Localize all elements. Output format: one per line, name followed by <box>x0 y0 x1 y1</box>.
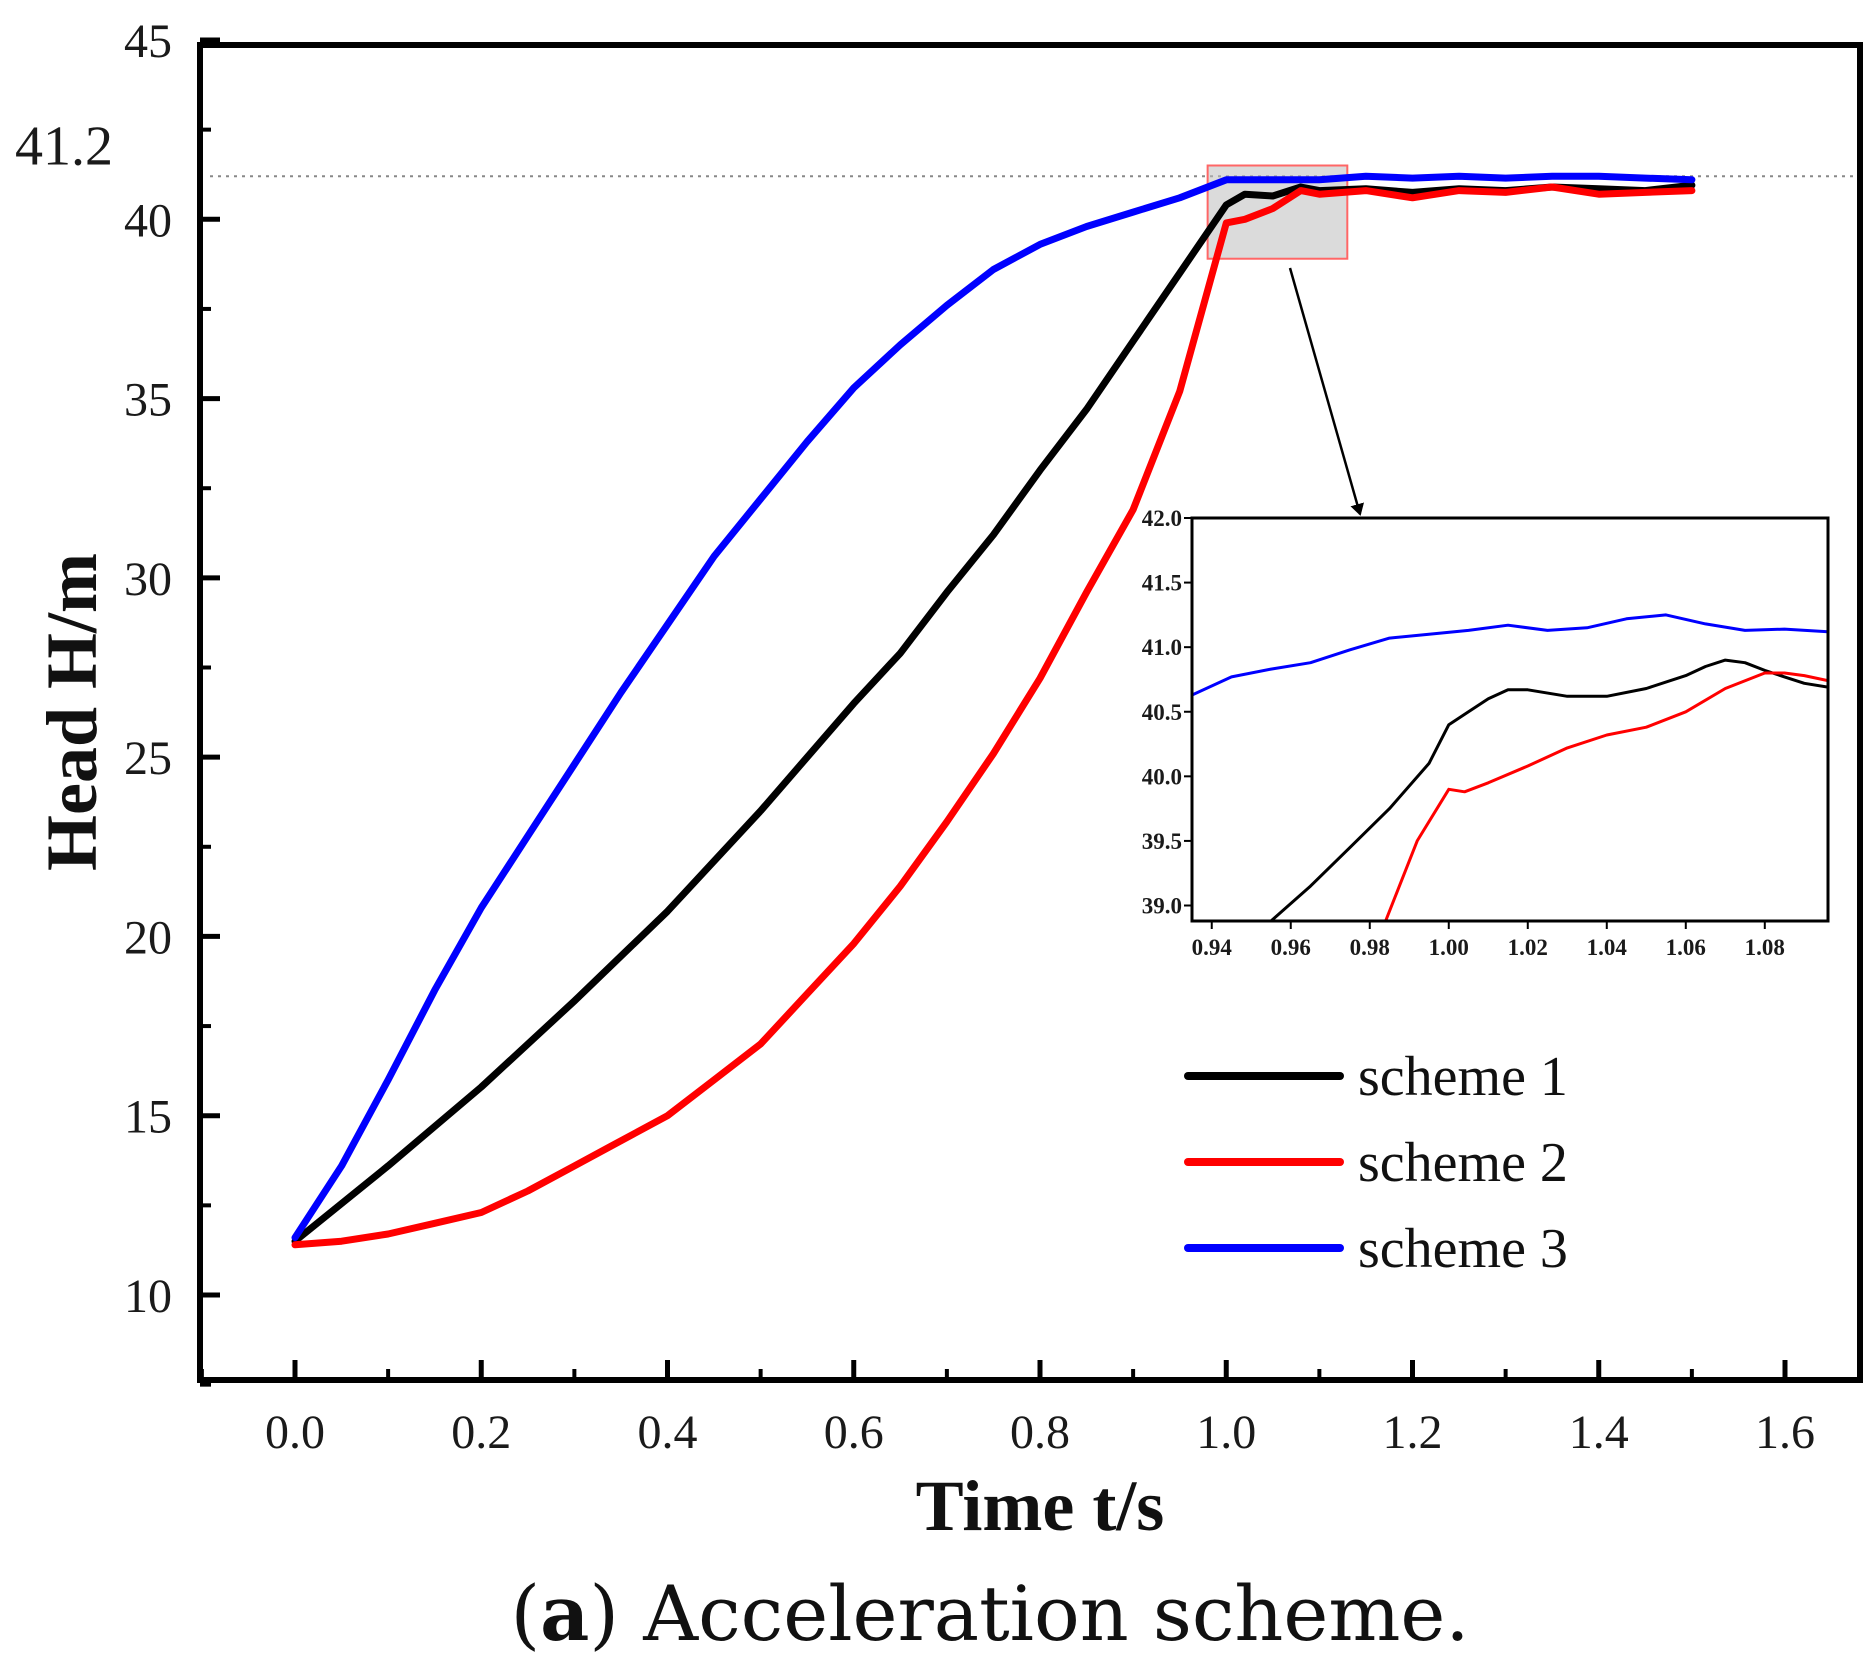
reference-line-label: 41.2 <box>15 115 113 177</box>
y-tick-label: 10 <box>124 1270 172 1323</box>
x-tick-label: 1.4 <box>1569 1406 1629 1459</box>
y-tick-label: 35 <box>124 374 172 427</box>
inset-y-tick-label: 42.0 <box>1142 506 1182 531</box>
inset-y-tick-label: 39.5 <box>1142 829 1182 854</box>
y-tick-label: 20 <box>124 911 172 964</box>
legend-label: scheme 2 <box>1358 1132 1568 1194</box>
y-tick-label: 45 <box>124 15 172 68</box>
inset-x-tick-label: 1.08 <box>1745 935 1785 960</box>
inset-x-tick-label: 1.04 <box>1587 935 1628 960</box>
legend: scheme 1 scheme 2 scheme 3 <box>1184 1046 1568 1280</box>
x-tick-label: 0.2 <box>451 1406 511 1459</box>
y-tick-label: 15 <box>124 1091 172 1144</box>
series-line-scheme-3 <box>291 172 1696 1242</box>
caption-label: a <box>540 1569 589 1658</box>
inset-series-line-scheme-1 <box>1270 658 1828 921</box>
y-axis-title: Head H/m <box>32 553 112 871</box>
plot-frame <box>197 42 1863 1383</box>
x-tick-label: 1.6 <box>1755 1406 1815 1459</box>
x-axis-title: Time t/s <box>916 1466 1165 1546</box>
y-axis-ticks: 10 15 20 25 30 35 40 45 <box>124 15 220 1387</box>
legend-label: scheme 1 <box>1358 1046 1568 1108</box>
x-tick-label: 1.0 <box>1196 1406 1256 1459</box>
inset-x-tick-label: 1.06 <box>1666 935 1706 960</box>
x-tick-label: 0.8 <box>1010 1406 1070 1459</box>
inset-x-tick-label: 1.00 <box>1429 935 1469 960</box>
x-tick-label: 0.4 <box>638 1406 698 1459</box>
y-tick-label: 25 <box>124 732 172 785</box>
inset-series-line-scheme-2 <box>1384 671 1828 921</box>
x-tick-label: 0.6 <box>824 1406 884 1459</box>
inset-y-tick-label: 39.0 <box>1142 894 1182 919</box>
y-tick-label: 30 <box>124 553 172 606</box>
x-axis-ticks: 0.0 0.2 0.4 0.6 0.8 1.0 1.2 1.4 1.6 <box>199 1360 1815 1459</box>
inset-series-line-scheme-3 <box>1192 613 1828 697</box>
inset-background <box>1192 518 1828 921</box>
inset-x-axis-ticks: 0.94 0.96 0.98 1.00 1.02 1.04 1.06 1.08 <box>1192 921 1785 960</box>
inset-series-group <box>1192 613 1828 921</box>
caption-text: ) Acceleration scheme. <box>589 1569 1469 1658</box>
inset-frame <box>1190 516 1830 923</box>
inset-y-tick-label: 41.5 <box>1142 571 1182 596</box>
inset-x-tick-label: 0.94 <box>1192 935 1233 960</box>
figure-caption: (a) Acceleration scheme. <box>510 1569 1469 1658</box>
caption-open: ( <box>510 1569 540 1658</box>
series-line-scheme-2 <box>291 183 1696 1249</box>
inset-x-tick-label: 0.96 <box>1271 935 1311 960</box>
inset-y-tick-label: 41.0 <box>1142 635 1182 660</box>
inset-x-tick-label: 1.02 <box>1508 935 1548 960</box>
x-tick-label: 0.0 <box>265 1406 325 1459</box>
inset-y-tick-label: 40.5 <box>1142 700 1182 725</box>
x-tick-label: 1.2 <box>1383 1406 1443 1459</box>
main-series-group <box>291 172 1696 1249</box>
inset-x-tick-label: 0.98 <box>1350 935 1390 960</box>
y-tick-label: 40 <box>124 194 172 247</box>
zoom-arrow <box>1288 267 1364 516</box>
inset-y-tick-label: 40.0 <box>1142 764 1182 789</box>
legend-label: scheme 3 <box>1358 1218 1568 1280</box>
inset-y-axis-ticks: 39.0 39.5 40.0 40.5 41.0 41.5 42.0 <box>1142 506 1192 919</box>
